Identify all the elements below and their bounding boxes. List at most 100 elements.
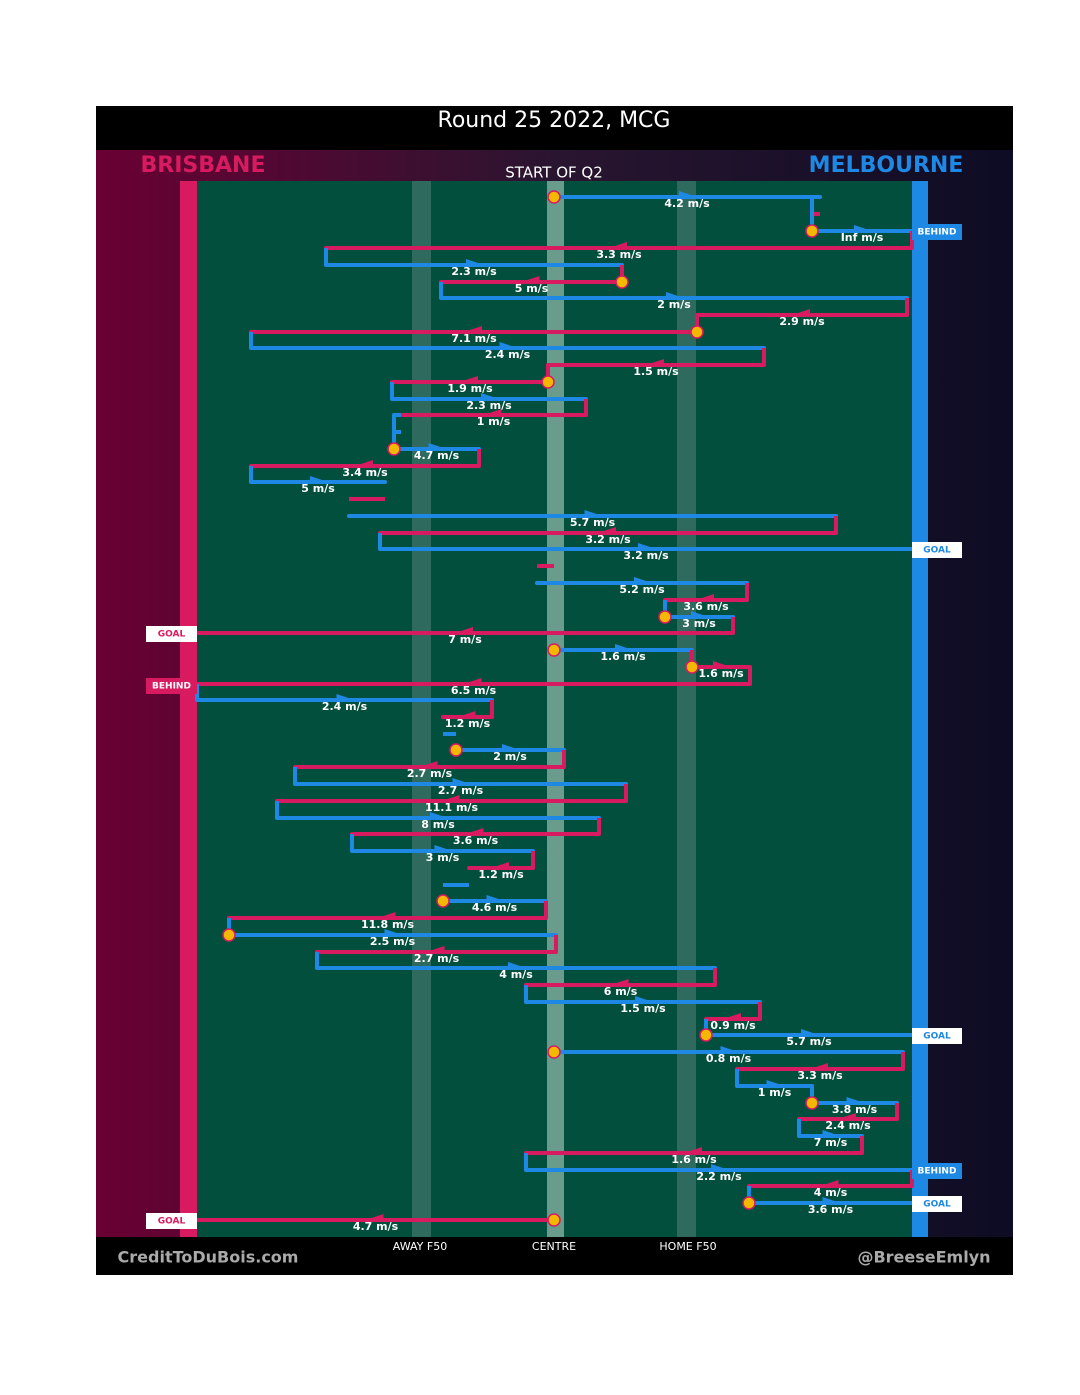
direction-arrow — [384, 929, 403, 935]
outcome-tag — [146, 626, 197, 642]
stoppage-dot — [742, 1196, 756, 1210]
stoppage-dot — [222, 928, 236, 942]
speed-label: 8 m/s — [421, 818, 455, 831]
direction-arrow — [521, 276, 540, 282]
speed-label: 5 m/s — [515, 282, 549, 295]
left-team: BRISBANE — [141, 153, 266, 178]
title-band — [96, 106, 1013, 150]
outcome-tag — [912, 1028, 962, 1044]
stoppage-dot — [449, 743, 463, 757]
direction-arrow — [584, 510, 603, 516]
speed-label: 4.2 m/s — [664, 197, 710, 210]
direction-arrow — [355, 460, 373, 466]
speed-label: 3.4 m/s — [342, 466, 388, 479]
direction-arrow — [430, 812, 448, 818]
speed-label: 7 m/s — [448, 633, 482, 646]
direction-arrow — [466, 259, 484, 265]
outcome-tag — [912, 1196, 962, 1212]
direction-arrow — [310, 476, 328, 482]
direction-arrow — [634, 577, 652, 583]
speed-label: 5.2 m/s — [619, 583, 665, 596]
field-label: AWAY F50 — [393, 1240, 447, 1253]
speed-label: 3.3 m/s — [797, 1069, 843, 1082]
direction-arrow — [638, 543, 656, 549]
direction-arrow — [598, 527, 616, 533]
title: Round 25 2022, MCG — [438, 108, 671, 133]
speed-label: 7.1 m/s — [451, 332, 497, 345]
speed-label: 1.5 m/s — [620, 1002, 666, 1015]
speed-label: 3 m/s — [682, 617, 716, 630]
direction-arrow — [491, 862, 509, 868]
speed-label: 2.2 m/s — [696, 1170, 742, 1183]
direction-arrow — [846, 1097, 865, 1103]
direction-arrow — [646, 359, 664, 365]
connector — [392, 413, 401, 449]
outcome-tag — [146, 678, 197, 694]
speed-label: 4 m/s — [499, 968, 533, 981]
speed-label: 11.1 m/s — [425, 801, 478, 814]
direction-arrow — [691, 611, 709, 617]
speed-label: 1.2 m/s — [478, 868, 524, 881]
direction-arrow — [679, 191, 697, 197]
outcome-label: GOAL — [158, 630, 186, 640]
direction-arrow — [464, 326, 482, 332]
speed-label: 2 m/s — [493, 750, 527, 763]
outcome-label: GOAL — [923, 1200, 951, 1210]
left-goal-line — [180, 181, 197, 1237]
right-goal-line — [912, 181, 928, 1237]
field-label: CENTRE — [532, 1240, 576, 1253]
centre-stripe — [547, 181, 564, 1237]
stoppage-dot — [658, 610, 672, 624]
speed-label: 2 m/s — [657, 298, 691, 311]
direction-arrow — [720, 1046, 739, 1052]
speed-label: 1.6 m/s — [698, 667, 744, 680]
direction-arrow — [610, 979, 629, 985]
speed-label: 2.4 m/s — [485, 348, 531, 361]
direction-arrow — [609, 242, 627, 248]
direction-arrow — [486, 895, 505, 901]
direction-arrow — [822, 1130, 841, 1136]
speed-label: Inf m/s — [841, 231, 884, 244]
outcome-tag — [912, 224, 962, 240]
outcome-tag — [146, 1213, 197, 1229]
direction-arrow — [457, 711, 476, 717]
direction-arrow — [713, 661, 731, 667]
speed-label: 2.9 m/s — [779, 315, 825, 328]
away-f50-stripe — [412, 181, 431, 1237]
direction-arrow — [419, 761, 438, 767]
direction-arrow — [441, 795, 460, 801]
speed-label: 1 m/s — [758, 1086, 792, 1099]
speed-label: 0.9 m/s — [710, 1019, 756, 1032]
direction-arrow — [822, 1197, 841, 1203]
outcome-tag — [912, 1163, 962, 1179]
outcome-label: GOAL — [923, 546, 951, 556]
speed-label: 3.6 m/s — [808, 1203, 854, 1216]
direction-arrow — [854, 225, 872, 231]
speed-label: 4.7 m/s — [414, 449, 460, 462]
credit: CreditToDuBois.com — [118, 1248, 299, 1267]
outcome-label: BEHIND — [918, 228, 957, 238]
speed-label: 4 m/s — [814, 1186, 848, 1199]
speed-label: 2.5 m/s — [370, 935, 416, 948]
speed-label: 3.6 m/s — [683, 600, 729, 613]
direction-arrow — [481, 393, 499, 399]
outcome-label: GOAL — [923, 1032, 951, 1042]
direction-arrow — [711, 1164, 729, 1170]
speed-label: 3 m/s — [426, 851, 460, 864]
direction-arrow — [635, 996, 653, 1002]
direction-arrow — [615, 644, 633, 650]
direction-arrow — [696, 594, 714, 600]
outcome-label: GOAL — [158, 1217, 186, 1227]
subtitle: START OF Q2 — [505, 164, 603, 182]
direction-arrow — [499, 342, 518, 348]
stoppage-dot — [685, 660, 699, 674]
home-f50-stripe — [677, 181, 696, 1237]
speed-label: 11.8 m/s — [361, 918, 414, 931]
direction-arrow — [377, 912, 396, 918]
speed-label: 5.7 m/s — [786, 1035, 832, 1048]
speed-label: 2.4 m/s — [825, 1119, 871, 1132]
credit: @BreeseEmlyn — [857, 1248, 990, 1267]
stoppage-dot — [805, 224, 819, 238]
